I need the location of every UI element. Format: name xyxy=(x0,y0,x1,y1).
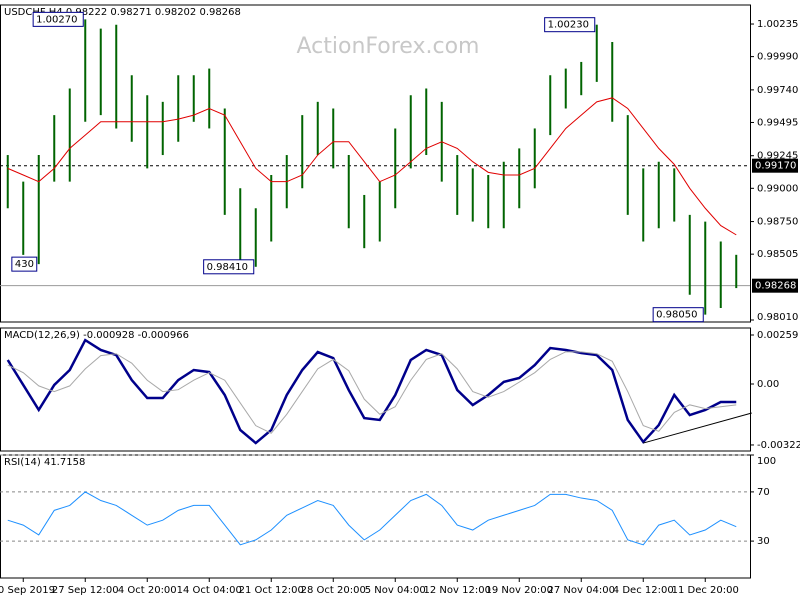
series-line xyxy=(7,351,737,434)
y-tick-label: 30 xyxy=(757,536,770,547)
y-tick-label: 0.98750 xyxy=(757,217,798,228)
series-line xyxy=(6,338,737,445)
y-tick-label: 100 xyxy=(757,456,776,467)
annotation-box xyxy=(11,256,38,272)
x-tick-label: 27 Sep 12:00 xyxy=(52,585,119,596)
panel-frame xyxy=(0,327,751,452)
annotation-box xyxy=(203,259,255,275)
annotation-box xyxy=(32,11,84,27)
x-tick-label: 4 Oct 20:00 xyxy=(118,585,177,596)
x-tick-label: 21 Oct 12:00 xyxy=(239,585,304,596)
x-tick-label: 5 Nov 04:00 xyxy=(365,585,426,596)
level-box xyxy=(752,158,798,173)
level-label: 0.99170 xyxy=(755,161,796,172)
x-tick-label: 11 Dec 20:00 xyxy=(672,585,739,596)
x-tick-label: 27 Nov 04:00 xyxy=(548,585,615,596)
x-tick-label: 14 Oct 04:00 xyxy=(177,585,242,596)
x-tick-label: 4 Dec 12:00 xyxy=(613,585,674,596)
annotation-label: 430 xyxy=(15,259,34,270)
annotation-box xyxy=(652,307,704,323)
level-box xyxy=(752,278,798,293)
y-tick-label: 0.00259 xyxy=(757,330,798,341)
y-tick-label: 0.98505 xyxy=(757,249,798,260)
y-tick-label: 0.99990 xyxy=(757,52,798,63)
x-tick-label: 20 Sep 2019 xyxy=(0,585,55,596)
trend-line xyxy=(643,412,752,444)
watermark: ActionForex.com xyxy=(297,34,480,59)
annotation-label: 0.98050 xyxy=(656,310,697,321)
annotation-box xyxy=(544,17,596,33)
series-line xyxy=(7,491,737,546)
x-tick-label: 28 Oct 20:00 xyxy=(301,585,366,596)
price-title: USDCHF,H4 0.98222 0.98271 0.98202 0.9826… xyxy=(4,7,241,18)
y-tick-label: 70 xyxy=(757,487,770,498)
panel-frame xyxy=(0,454,751,579)
y-tick-label: 0.99495 xyxy=(757,117,798,128)
y-tick-label: 0.00 xyxy=(757,379,779,390)
moving-average xyxy=(7,97,737,236)
annotation-label: 1.00270 xyxy=(36,14,77,25)
y-tick-label: 0.99000 xyxy=(757,183,798,194)
y-tick-label: 0.99740 xyxy=(757,85,798,96)
level-label: 0.98268 xyxy=(755,281,796,292)
annotation-label: 0.98410 xyxy=(207,262,248,273)
y-tick-label: 1.00235 xyxy=(757,19,798,30)
annotation-label: 1.00230 xyxy=(548,20,589,31)
y-tick-label: 0.99245 xyxy=(757,151,798,162)
x-tick-label: 19 Nov 20:00 xyxy=(486,585,553,596)
panel-frame xyxy=(0,4,751,323)
rsi-title: RSI(14) 41.7158 xyxy=(4,457,85,468)
y-tick-label: 0.98010 xyxy=(757,312,798,323)
x-tick-label: 12 Nov 12:00 xyxy=(424,585,491,596)
macd-title: MACD(12,26,9) -0.000928 -0.000966 xyxy=(4,330,189,341)
